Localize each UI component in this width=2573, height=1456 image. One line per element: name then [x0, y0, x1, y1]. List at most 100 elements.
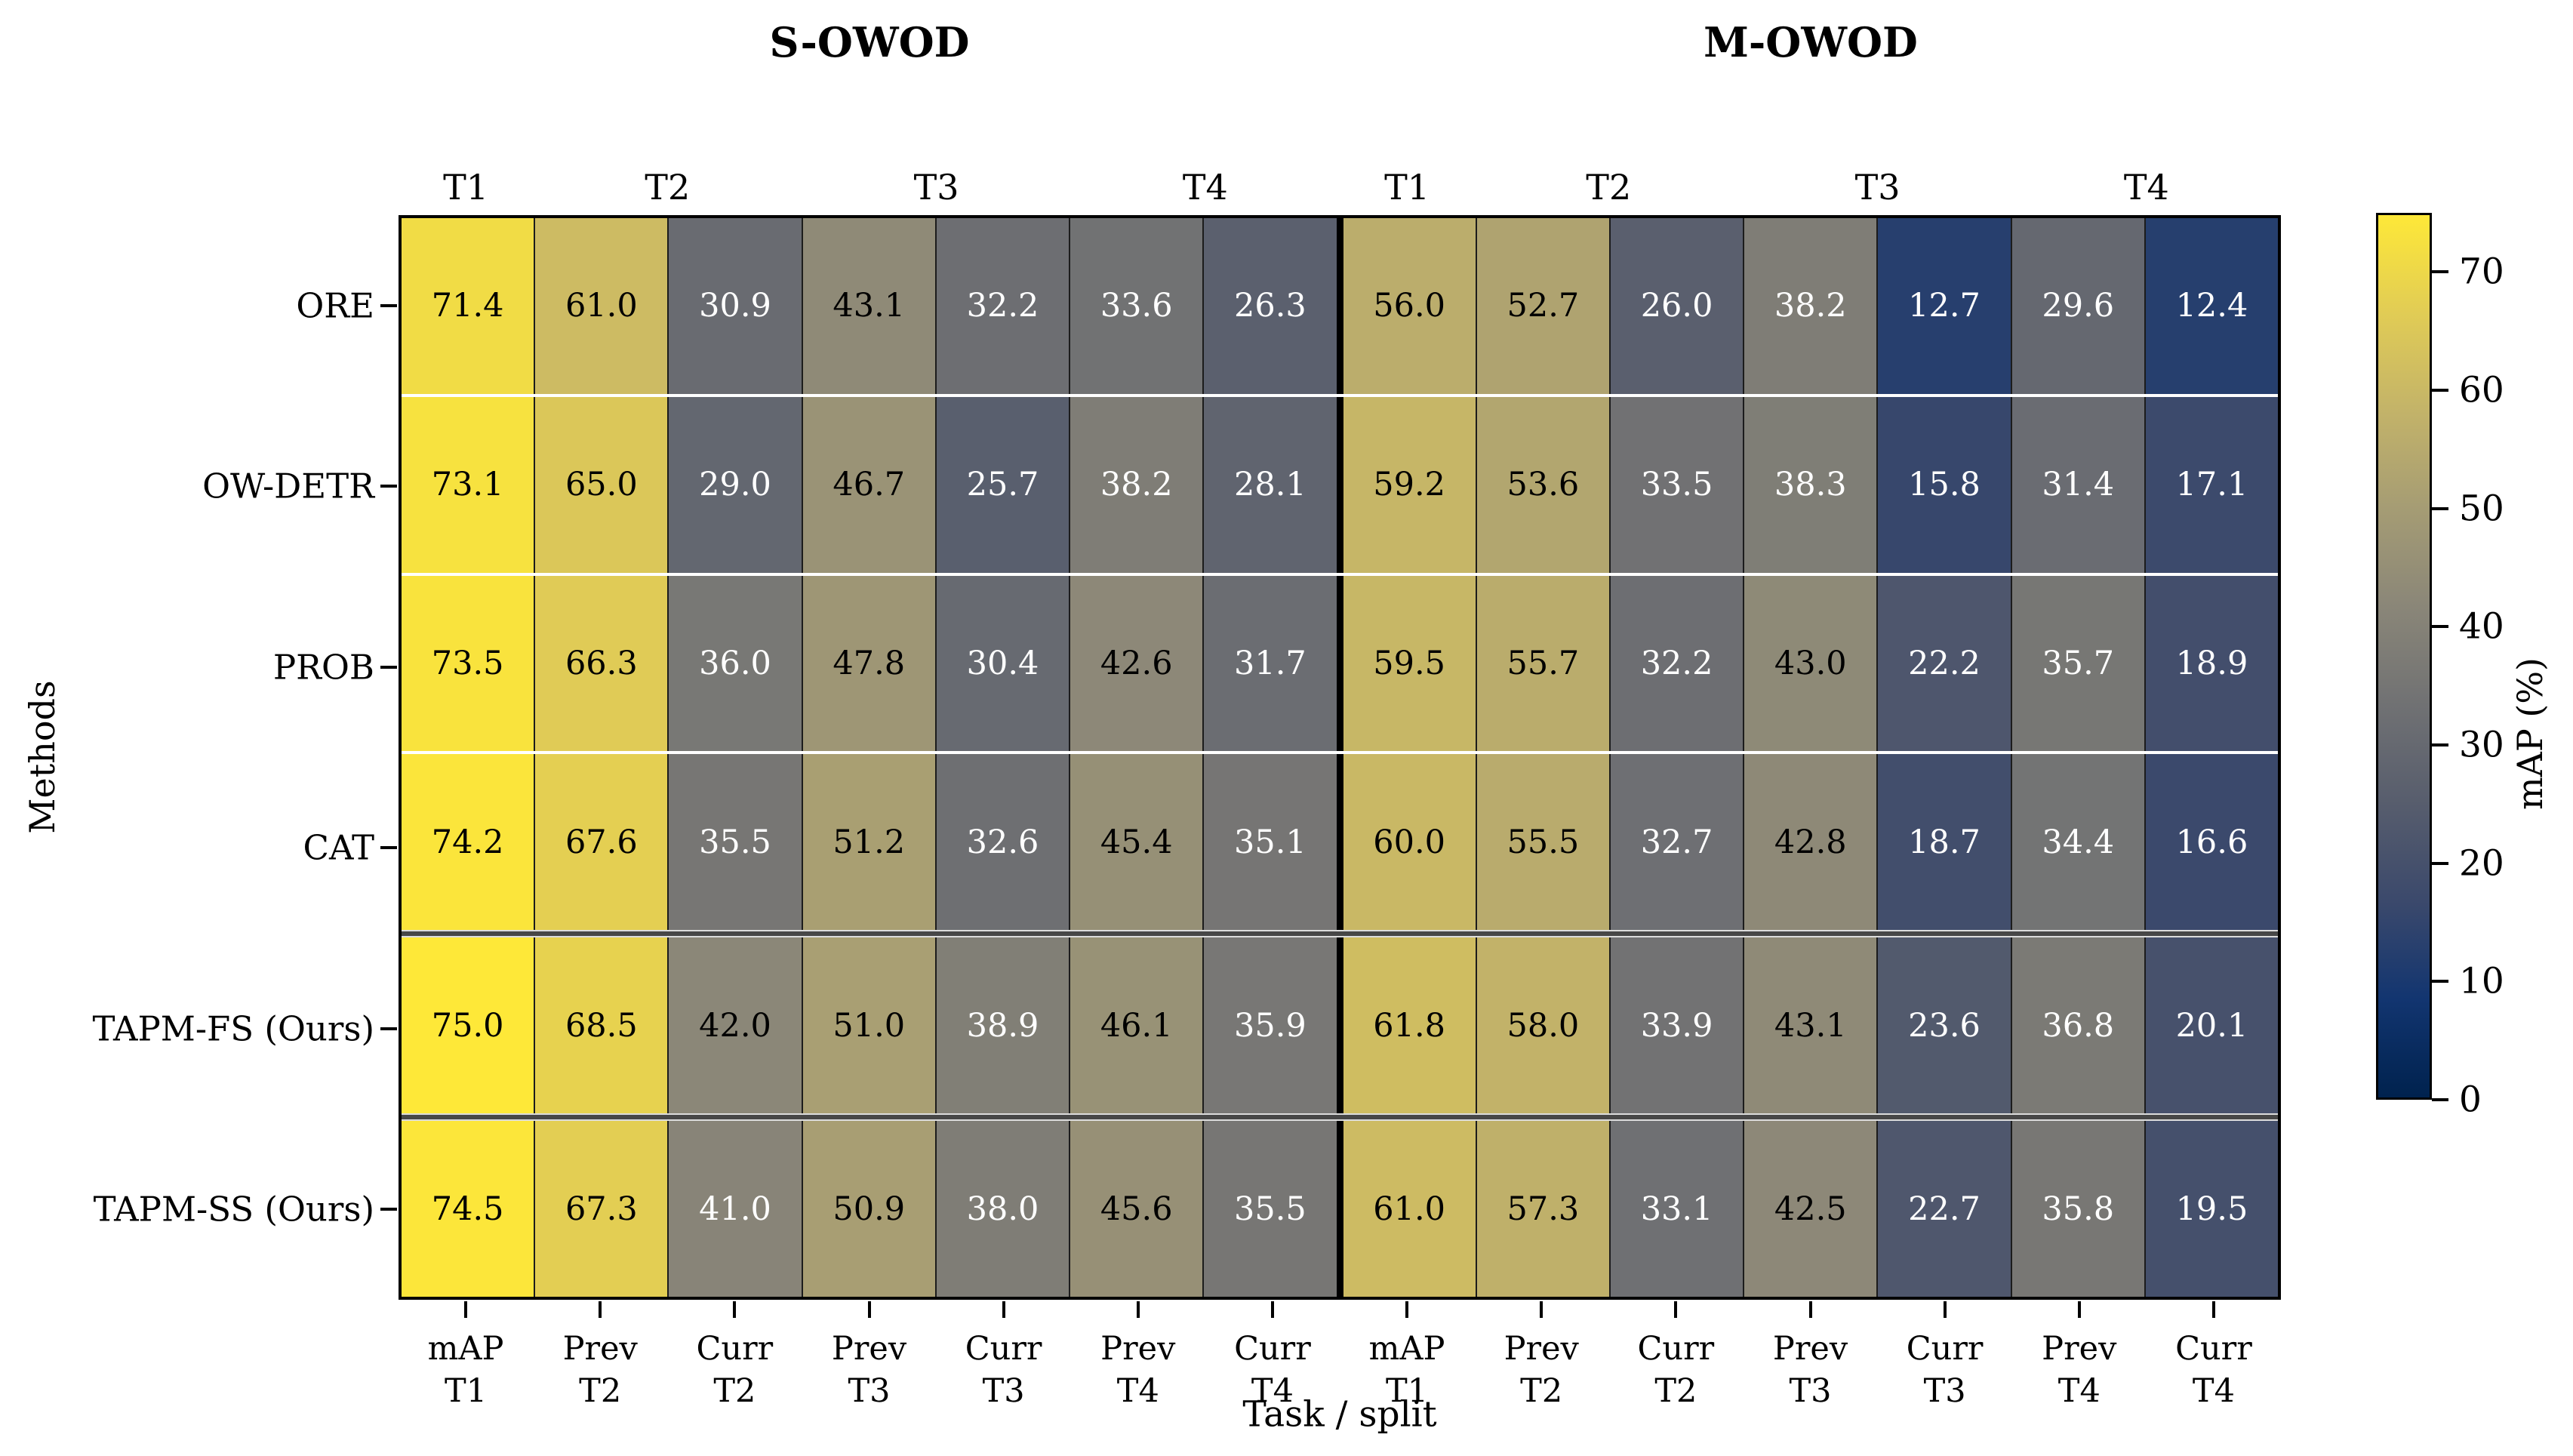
cell-value: 12.4 [2175, 287, 2248, 325]
heatmap-cell: 67.6 [535, 754, 669, 931]
cell-value: 32.2 [966, 287, 1039, 325]
colorbar-tick-label-20: 20 [2459, 842, 2504, 885]
x-axis-label: Task / split [1242, 1393, 1437, 1436]
cell-value: 30.9 [699, 287, 771, 325]
cell-value: 59.2 [1373, 466, 1446, 504]
heatmap-cell: 41.0 [669, 1121, 803, 1297]
heatmap-cell: 33.1 [1610, 1121, 1745, 1297]
cell-value: 33.5 [1640, 466, 1713, 504]
x-axis-tick [464, 1301, 468, 1318]
heatmap-cell: 35.5 [1204, 1121, 1343, 1297]
x-tick-label-prev-t4: Prev T4 [2042, 1330, 2117, 1410]
heatmap-cell: 33.6 [1070, 218, 1205, 394]
heatmap-cell: 15.8 [1878, 396, 2012, 573]
heatmap-cell: 43.1 [1744, 937, 1879, 1114]
cell-value: 57.3 [1507, 1190, 1580, 1228]
heatmap-cell: 30.4 [936, 575, 1071, 752]
x-axis-tick [1943, 1301, 1947, 1318]
x-tick-label-curr-t4: Curr T4 [2175, 1330, 2252, 1410]
row-label-tapm-ss-ours-: TAPM-SS (Ours) [93, 1189, 374, 1230]
cell-value: 32.7 [1640, 823, 1713, 861]
colorbar-tick-label-10: 10 [2459, 960, 2504, 1002]
heatmap: 71.4 61.0 30.9 43.1 32.2 33.6 26.3 56.0 52.7 26.0… [399, 215, 2281, 1300]
heatmap-cell: 38.2 [1744, 218, 1879, 394]
heatmap-cell: 55.7 [1476, 575, 1611, 752]
heatmap-cell: 32.7 [1610, 754, 1745, 931]
cell-value: 35.9 [1234, 1006, 1307, 1045]
cell-value: 35.1 [1234, 823, 1307, 861]
cell-value: 56.0 [1373, 287, 1446, 325]
x-tick-label-prev-t2: Prev T2 [562, 1330, 638, 1410]
colorbar-tick-label-30: 30 [2459, 724, 2504, 766]
cell-value: 25.7 [966, 466, 1039, 504]
cell-value: 61.0 [1373, 1190, 1446, 1228]
x-axis-tick [1136, 1301, 1140, 1318]
cell-value: 32.2 [1640, 645, 1713, 683]
heatmap-cell: 59.5 [1343, 575, 1477, 752]
heatmap-cell: 58.0 [1476, 937, 1611, 1114]
heatmap-row-ow-detr: 73.1 65.0 29.0 46.7 25.7 38.2 28.1 59.2 53.6 33.5… [402, 396, 2279, 573]
cell-value: 42.5 [1774, 1190, 1847, 1228]
cell-value: 73.1 [431, 466, 504, 504]
cell-value: 50.9 [833, 1190, 906, 1228]
x-axis-tick [1405, 1301, 1409, 1318]
heatmap-cell: 26.0 [1610, 218, 1745, 394]
heatmap-cell: 43.1 [802, 218, 937, 394]
heatmap-cell: 32.2 [1610, 575, 1745, 752]
heatmap-row-tapm-fs-ours-: 75.0 68.5 42.0 51.0 38.9 46.1 35.9 61.8 58.0 33.9… [402, 937, 2279, 1114]
cell-value: 51.2 [833, 823, 906, 861]
heatmap-cell: 35.5 [669, 754, 803, 931]
colorbar [2376, 213, 2432, 1100]
y-axis-tick [380, 665, 397, 669]
heatmap-row-cat: 74.2 67.6 35.5 51.2 32.6 45.4 35.1 60.0 55.5 32.7… [402, 754, 2279, 931]
heatmap-cell: 36.8 [2011, 937, 2146, 1114]
cell-value: 29.0 [699, 466, 771, 504]
heatmap-cell: 71.4 [402, 218, 536, 394]
group-header-m-t2: T2 [1586, 167, 1632, 208]
cell-value: 43.1 [1774, 1006, 1847, 1045]
heatmap-cell: 26.3 [1204, 218, 1343, 394]
heatmap-cell: 35.7 [2011, 575, 2146, 752]
cell-value: 43.0 [1774, 645, 1847, 683]
row-separator [402, 751, 2278, 755]
heatmap-cell: 16.6 [2145, 754, 2279, 931]
cell-value: 35.5 [699, 823, 771, 861]
heatmap-cell: 32.6 [936, 754, 1071, 931]
cell-value: 29.6 [2042, 287, 2115, 325]
row-separator-dark [402, 930, 2278, 938]
colorbar-tick [2432, 389, 2448, 392]
heatmap-cell: 59.2 [1343, 396, 1477, 573]
cell-value: 68.5 [565, 1006, 638, 1045]
cell-value: 46.1 [1100, 1006, 1173, 1045]
heatmap-cell: 50.9 [802, 1121, 937, 1297]
heatmap-cell: 68.5 [535, 937, 669, 1114]
x-axis-tick [2211, 1301, 2215, 1318]
heatmap-cell: 46.1 [1070, 937, 1205, 1114]
heatmap-cell: 23.6 [1878, 937, 2012, 1114]
cell-value: 33.1 [1640, 1190, 1713, 1228]
heatmap-cell: 65.0 [535, 396, 669, 573]
cell-value: 66.3 [565, 645, 638, 683]
heatmap-cell: 33.5 [1610, 396, 1745, 573]
row-label-ore: ORE [296, 285, 374, 326]
cell-value: 31.4 [2042, 466, 2115, 504]
heatmap-cell: 55.5 [1476, 754, 1611, 931]
cell-value: 26.3 [1234, 287, 1307, 325]
colorbar-tick [2432, 625, 2448, 629]
cell-value: 35.8 [2042, 1190, 2115, 1228]
heatmap-cell: 18.7 [1878, 754, 2012, 931]
group-header-m-t1: T1 [1384, 167, 1430, 208]
heatmap-cell: 34.4 [2011, 754, 2146, 931]
cell-value: 74.5 [431, 1190, 504, 1228]
cell-value: 75.0 [431, 1006, 504, 1045]
heatmap-cell: 22.2 [1878, 575, 2012, 752]
cell-value: 22.2 [1908, 645, 1981, 683]
colorbar-tick [2432, 743, 2448, 746]
heatmap-cell: 57.3 [1476, 1121, 1611, 1297]
cell-value: 52.7 [1507, 287, 1580, 325]
cell-value: 42.6 [1100, 645, 1173, 683]
heatmap-cell: 38.2 [1070, 396, 1205, 573]
colorbar-tick [2432, 980, 2448, 983]
cell-value: 15.8 [1908, 466, 1981, 504]
heatmap-cell: 20.1 [2145, 937, 2279, 1114]
